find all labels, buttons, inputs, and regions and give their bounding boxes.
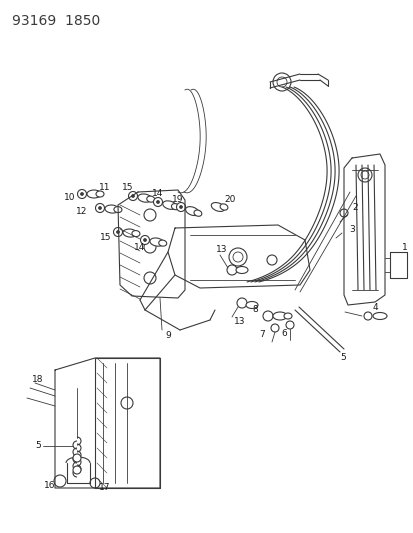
Circle shape — [144, 209, 156, 221]
Circle shape — [95, 204, 104, 213]
Circle shape — [144, 272, 156, 284]
Text: 5: 5 — [35, 441, 41, 450]
Circle shape — [113, 228, 122, 237]
Circle shape — [140, 236, 149, 245]
Circle shape — [176, 203, 185, 212]
Circle shape — [73, 454, 81, 462]
Ellipse shape — [146, 196, 154, 202]
Text: 11: 11 — [99, 183, 111, 192]
Circle shape — [98, 206, 101, 209]
Text: 2: 2 — [351, 204, 357, 213]
Circle shape — [360, 171, 368, 179]
Ellipse shape — [171, 204, 179, 210]
Circle shape — [54, 475, 66, 487]
Circle shape — [90, 478, 100, 488]
Circle shape — [226, 265, 236, 275]
Text: 8: 8 — [252, 305, 257, 314]
Text: 17: 17 — [99, 483, 111, 492]
Ellipse shape — [194, 210, 201, 216]
Circle shape — [339, 209, 347, 217]
Text: 13: 13 — [216, 246, 227, 254]
Circle shape — [363, 312, 371, 320]
Text: 16: 16 — [44, 481, 56, 490]
Text: 6: 6 — [280, 329, 286, 338]
Text: 19: 19 — [172, 196, 183, 205]
Text: 15: 15 — [100, 232, 112, 241]
Circle shape — [276, 77, 286, 87]
Text: 9: 9 — [165, 332, 171, 341]
Circle shape — [143, 238, 146, 241]
Circle shape — [153, 198, 162, 206]
Circle shape — [128, 191, 137, 200]
Circle shape — [262, 311, 272, 321]
Circle shape — [266, 255, 276, 265]
Text: 12: 12 — [76, 207, 88, 216]
Ellipse shape — [283, 313, 291, 319]
Circle shape — [116, 230, 119, 233]
Circle shape — [144, 241, 156, 253]
Text: 93169  1850: 93169 1850 — [12, 14, 100, 28]
Ellipse shape — [87, 190, 101, 198]
Ellipse shape — [158, 240, 166, 246]
Text: 20: 20 — [224, 196, 235, 205]
Circle shape — [236, 298, 247, 308]
Circle shape — [73, 466, 81, 474]
Circle shape — [271, 324, 278, 332]
Circle shape — [80, 192, 83, 196]
Circle shape — [156, 200, 159, 204]
Ellipse shape — [235, 266, 247, 273]
Circle shape — [179, 206, 182, 208]
Text: 14: 14 — [134, 244, 145, 253]
Text: 7: 7 — [259, 330, 264, 340]
Ellipse shape — [245, 302, 257, 309]
Ellipse shape — [123, 229, 137, 237]
Text: 10: 10 — [64, 193, 76, 203]
Circle shape — [77, 190, 86, 198]
Ellipse shape — [96, 191, 104, 197]
Ellipse shape — [372, 312, 386, 319]
Ellipse shape — [211, 203, 224, 212]
Circle shape — [131, 195, 134, 198]
Ellipse shape — [114, 207, 122, 213]
Text: 15: 15 — [122, 183, 133, 192]
Circle shape — [285, 321, 293, 329]
Text: 14: 14 — [152, 190, 163, 198]
Circle shape — [272, 73, 290, 91]
Ellipse shape — [162, 201, 176, 209]
Circle shape — [228, 248, 247, 266]
Circle shape — [357, 168, 371, 182]
Ellipse shape — [105, 205, 119, 213]
Text: 4: 4 — [371, 303, 377, 312]
Text: 5: 5 — [339, 353, 345, 362]
Ellipse shape — [138, 194, 152, 202]
Ellipse shape — [150, 238, 164, 246]
Text: 13: 13 — [234, 318, 245, 327]
Ellipse shape — [185, 207, 199, 215]
Ellipse shape — [220, 204, 227, 210]
Text: 3: 3 — [348, 225, 354, 235]
Circle shape — [121, 397, 133, 409]
Ellipse shape — [272, 312, 286, 320]
Text: 18: 18 — [32, 376, 44, 384]
Circle shape — [233, 252, 242, 262]
Text: 1: 1 — [401, 244, 407, 253]
Ellipse shape — [132, 231, 140, 237]
